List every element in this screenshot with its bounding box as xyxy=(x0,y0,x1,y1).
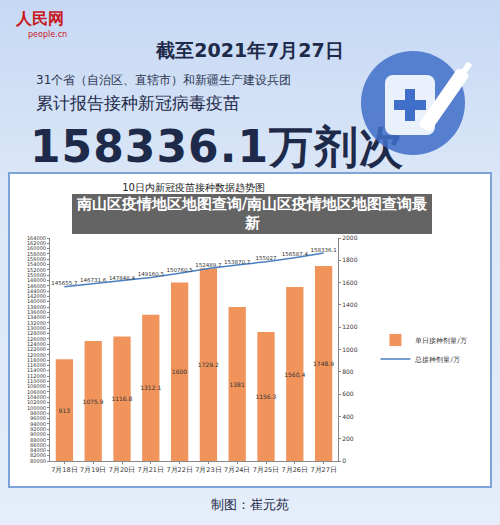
svg-text:1748.9: 1748.9 xyxy=(313,360,334,367)
svg-text:148000: 148000 xyxy=(27,277,46,283)
svg-text:146000: 146000 xyxy=(27,283,46,289)
svg-text:1600: 1600 xyxy=(172,368,187,375)
svg-text:152000: 152000 xyxy=(27,267,46,273)
svg-text:7月23日: 7月23日 xyxy=(195,466,221,474)
svg-text:104000: 104000 xyxy=(27,394,46,400)
svg-text:7月27日: 7月27日 xyxy=(310,466,336,474)
html-text:人民网: 人民网 xyxy=(16,9,64,28)
svg-text:116000: 116000 xyxy=(27,362,46,368)
html-text:截至2021年7月27日: 截至2021年7月27日 xyxy=(156,39,344,61)
svg-text:138000: 138000 xyxy=(27,304,46,310)
svg-text:7月20日: 7月20日 xyxy=(109,466,135,474)
svg-text:153870.7: 153870.7 xyxy=(224,259,251,265)
svg-text:1312.1: 1312.1 xyxy=(140,384,161,391)
svg-text:1156.3: 1156.3 xyxy=(255,393,276,400)
svg-text:2000: 2000 xyxy=(342,234,357,241)
svg-text:1400: 1400 xyxy=(342,301,357,308)
svg-text:150760.5: 150760.5 xyxy=(166,267,193,273)
svg-text:110000: 110000 xyxy=(27,378,46,384)
svg-text:92000: 92000 xyxy=(30,426,46,432)
svg-text:100000: 100000 xyxy=(27,405,46,411)
html-text:158336.1万剂次: 158336.1万剂次 xyxy=(30,121,404,172)
svg-text:146731.6: 146731.6 xyxy=(80,277,107,283)
svg-text:7月25日: 7月25日 xyxy=(253,466,279,474)
svg-text:98000: 98000 xyxy=(30,410,46,416)
svg-text:1200: 1200 xyxy=(342,323,357,330)
svg-text:120000: 120000 xyxy=(27,352,46,358)
svg-text:155027: 155027 xyxy=(256,255,277,261)
svg-text:134000: 134000 xyxy=(27,314,46,320)
svg-text:7月21日: 7月21日 xyxy=(138,466,164,474)
svg-text:1381: 1381 xyxy=(229,381,244,388)
svg-text:126000: 126000 xyxy=(27,336,46,342)
svg-text:1116.8: 1116.8 xyxy=(111,395,132,402)
svg-text:600: 600 xyxy=(342,390,354,397)
html-text:31个省（自治区、直辖市）和新疆生产建设兵团: 31个省（自治区、直辖市）和新疆生产建设兵团 xyxy=(36,73,292,87)
html-text:people.cn: people.cn xyxy=(28,30,68,39)
html-text:南山区疫情地区地图查询/南山区疫情地区地图查询最新: 南山区疫情地区地图查询/南山区疫情地区地图查询最新 xyxy=(76,195,428,232)
svg-text:82000: 82000 xyxy=(30,452,46,458)
svg-text:114000: 114000 xyxy=(27,367,46,373)
svg-text:80000: 80000 xyxy=(30,458,46,464)
svg-text:7月26日: 7月26日 xyxy=(282,466,308,474)
svg-text:158000: 158000 xyxy=(27,251,46,257)
svg-text:96000: 96000 xyxy=(30,415,46,421)
svg-text:400: 400 xyxy=(342,413,354,420)
svg-text:140000: 140000 xyxy=(27,298,46,304)
svg-text:160000: 160000 xyxy=(27,245,46,251)
svg-text:913: 913 xyxy=(59,407,71,414)
svg-text:90000: 90000 xyxy=(30,431,46,437)
svg-text:132000: 132000 xyxy=(27,320,46,326)
html-text:制图：崔元苑: 制图：崔元苑 xyxy=(211,497,289,512)
svg-text:156000: 156000 xyxy=(27,256,46,262)
svg-text:124000: 124000 xyxy=(27,341,46,347)
svg-text:136000: 136000 xyxy=(27,309,46,315)
svg-text:144000: 144000 xyxy=(27,288,46,294)
svg-text:800: 800 xyxy=(342,368,354,375)
svg-text:102000: 102000 xyxy=(27,399,46,405)
svg-text:1000: 1000 xyxy=(342,346,357,353)
svg-text:7月19日: 7月19日 xyxy=(80,466,106,474)
svg-text:149160.5: 149160.5 xyxy=(138,271,165,277)
svg-text:1075.9: 1075.9 xyxy=(83,398,104,405)
svg-text:106000: 106000 xyxy=(27,389,46,395)
svg-text:130000: 130000 xyxy=(27,325,46,331)
svg-text:1560.4: 1560.4 xyxy=(284,371,305,378)
svg-text:162000: 162000 xyxy=(27,240,46,246)
svg-text:88000: 88000 xyxy=(30,437,46,443)
svg-text:108000: 108000 xyxy=(27,383,46,389)
svg-text:154000: 154000 xyxy=(27,261,46,267)
svg-text:152489.7: 152489.7 xyxy=(195,262,222,268)
svg-text:128000: 128000 xyxy=(27,330,46,336)
svg-text:150000: 150000 xyxy=(27,272,46,278)
svg-text:164000: 164000 xyxy=(27,235,46,241)
svg-text:112000: 112000 xyxy=(27,373,46,379)
svg-text:122000: 122000 xyxy=(27,346,46,352)
svg-text:单日接种剂量/万: 单日接种剂量/万 xyxy=(415,337,466,345)
svg-text:总接种剂量/万: 总接种剂量/万 xyxy=(414,356,459,364)
svg-text:86000: 86000 xyxy=(30,442,46,448)
svg-text:200: 200 xyxy=(342,435,354,442)
html-text:累计报告接种新冠病毒疫苗: 累计报告接种新冠病毒疫苗 xyxy=(36,93,240,113)
svg-text:156587.4: 156587.4 xyxy=(282,251,309,257)
svg-text:7月22日: 7月22日 xyxy=(166,466,192,474)
svg-text:7月24日: 7月24日 xyxy=(224,466,250,474)
svg-text:145655.7: 145655.7 xyxy=(51,280,78,286)
svg-text:1600: 1600 xyxy=(342,279,357,286)
svg-text:142000: 142000 xyxy=(27,293,46,299)
svg-text:10日内新冠疫苗接种数据趋势图: 10日内新冠疫苗接种数据趋势图 xyxy=(122,182,265,193)
svg-text:94000: 94000 xyxy=(30,421,46,427)
svg-text:118000: 118000 xyxy=(27,357,46,363)
svg-text:1800: 1800 xyxy=(342,256,357,263)
svg-text:147848.4: 147848.4 xyxy=(109,275,136,281)
svg-text:84000: 84000 xyxy=(30,447,46,453)
svg-text:0: 0 xyxy=(342,457,346,464)
svg-text:158336.1: 158336.1 xyxy=(310,247,336,253)
svg-text:1729.2: 1729.2 xyxy=(198,361,219,368)
svg-text:7月18日: 7月18日 xyxy=(51,466,77,474)
